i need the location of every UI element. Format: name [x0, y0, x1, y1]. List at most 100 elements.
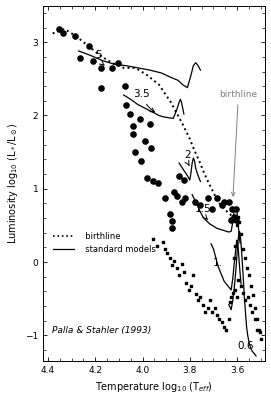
Point [255, 316, 259, 322]
Point [170, 218, 174, 224]
Point [186, 287, 191, 293]
Point [224, 326, 229, 333]
Point [99, 84, 103, 91]
Point [167, 254, 172, 261]
Point [189, 283, 193, 290]
Point [222, 323, 226, 330]
Point [241, 246, 245, 252]
Point [109, 65, 114, 71]
Point [124, 101, 128, 108]
Point [163, 246, 167, 252]
Point [205, 304, 210, 311]
X-axis label: Temperature log$_{10}$ (T$_{eff}$): Temperature log$_{10}$ (T$_{eff}$) [95, 380, 213, 394]
Point [182, 268, 186, 275]
Point [175, 265, 179, 271]
Text: Palla & Stahler (1993): Palla & Stahler (1993) [52, 326, 151, 334]
Point [220, 319, 224, 325]
Point [147, 121, 152, 128]
Point [73, 33, 77, 40]
Text: birthline: birthline [219, 90, 257, 196]
Point [154, 243, 159, 249]
Point [172, 189, 177, 196]
Point [235, 222, 239, 229]
Text: 0.6: 0.6 [237, 340, 254, 350]
Point [215, 312, 219, 318]
Point [160, 238, 165, 245]
Point [241, 290, 245, 296]
Point [210, 309, 214, 315]
Text: 2: 2 [184, 150, 191, 166]
Point [143, 138, 147, 144]
Point [163, 194, 167, 201]
Point [156, 180, 160, 186]
Point [179, 199, 184, 205]
Point [253, 304, 257, 311]
Point [215, 194, 219, 201]
Point [245, 265, 249, 271]
Point [131, 131, 135, 137]
Point [99, 65, 103, 71]
Point [231, 290, 235, 296]
Point [228, 299, 232, 306]
Point [237, 218, 242, 225]
Point [145, 174, 149, 181]
Point [182, 177, 186, 183]
Point [210, 206, 214, 212]
Y-axis label: Luminosity log$_{10}$ (L$_*$/L$_\odot$): Luminosity log$_{10}$ (L$_*$/L$_\odot$) [6, 122, 20, 244]
Point [61, 30, 66, 37]
Point [253, 316, 257, 322]
Point [175, 193, 179, 199]
Point [231, 255, 236, 262]
Point [167, 211, 172, 218]
Text: 1.: 1. [213, 258, 223, 268]
Point [236, 277, 240, 284]
Point [205, 194, 210, 201]
Point [229, 216, 233, 223]
Point [246, 294, 250, 300]
Point [177, 272, 181, 278]
Point [183, 194, 187, 201]
Point [170, 262, 174, 268]
Point [56, 26, 61, 32]
Point [217, 316, 221, 322]
Point [233, 243, 237, 249]
Point [250, 309, 255, 315]
Point [255, 326, 259, 333]
Point [170, 225, 174, 232]
Point [233, 287, 237, 293]
Point [191, 272, 195, 278]
Point [193, 290, 198, 297]
Text: 5: 5 [95, 50, 104, 65]
Point [91, 57, 95, 64]
Point [231, 214, 236, 220]
Point [138, 116, 142, 122]
Point [243, 255, 247, 262]
Point [259, 336, 263, 342]
Point [78, 55, 82, 62]
Point [212, 304, 217, 311]
Point [234, 216, 238, 223]
Point [248, 301, 252, 308]
Point [243, 297, 247, 303]
Text: 3.5: 3.5 [133, 89, 154, 112]
Point [196, 297, 200, 303]
Point [238, 231, 243, 238]
Point [222, 199, 226, 205]
Point [115, 60, 120, 66]
Point [151, 178, 155, 185]
Point [133, 149, 138, 155]
Point [203, 309, 207, 315]
Point [127, 111, 132, 117]
Point [184, 280, 188, 286]
Point [131, 123, 135, 130]
Point [198, 202, 203, 208]
Point [234, 206, 238, 212]
Point [192, 199, 197, 205]
Point [230, 206, 234, 212]
Point [198, 294, 203, 300]
Point [257, 326, 261, 333]
Point [151, 236, 155, 242]
Point [179, 261, 184, 268]
Text: 1.5: 1.5 [195, 204, 211, 219]
Point [172, 258, 177, 264]
